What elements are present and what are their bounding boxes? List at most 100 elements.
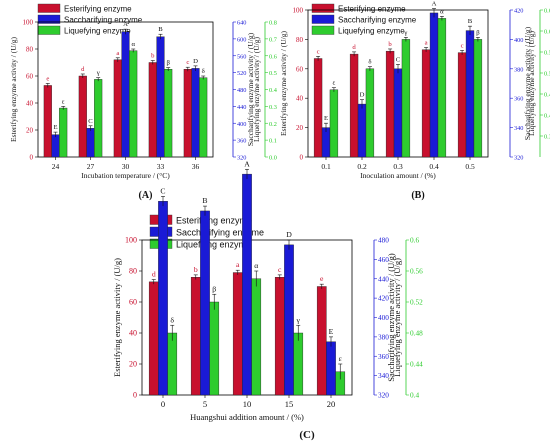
bar-saccharifying (158, 201, 168, 396)
significance-letter-liquefying: ε (333, 80, 336, 87)
significance-letter-saccharifying: E (329, 327, 334, 336)
legend-label-liquefying: Liquefying enzyme (64, 27, 131, 36)
right-tick-label: 0.0 (269, 155, 277, 162)
significance-letter-saccharifying: B (158, 26, 163, 33)
significance-letter-esterifying: d (352, 44, 356, 51)
legend-label-esterifying: Esterifying enzyme (176, 216, 252, 226)
significance-letter-liquefying: β (166, 60, 170, 67)
bar-liquefying (59, 107, 68, 158)
significance-letter-saccharifying: D (360, 92, 365, 99)
right-tick-label: 0.4 (410, 391, 419, 400)
y-axis-title-liquefying: Liquefying enzyme activity / (U/g) (252, 37, 261, 142)
significance-letter-liquefying: ε (339, 354, 342, 363)
left-tick-label: 60 (129, 298, 137, 307)
bar-liquefying (94, 79, 103, 158)
left-tick-label: 0 (30, 154, 34, 162)
bar-liquefying (167, 332, 178, 396)
x-tick-label: 0.1 (321, 162, 331, 171)
left-tick-label: 80 (26, 46, 34, 54)
left-tick-label: 40 (296, 95, 304, 103)
significance-letter-esterifying: b (194, 265, 198, 274)
x-tick-label: 30 (122, 162, 130, 171)
right-tick-label: 0.65 (544, 8, 550, 15)
mid-tick-label: 380 (514, 66, 523, 73)
bar-liquefying (199, 77, 208, 158)
significance-letter-saccharifying: C (396, 56, 401, 63)
bar-saccharifying (200, 210, 210, 396)
mid-tick-label: 520 (237, 70, 246, 77)
significance-letter-saccharifying: D (286, 230, 292, 239)
right-tick-label: 0.1 (269, 138, 277, 145)
bar-saccharifying (357, 103, 367, 158)
right-tick-label: 0.48 (410, 329, 423, 338)
x-tick-label: 0.2 (357, 162, 367, 171)
mid-tick-label: 360 (378, 352, 389, 361)
x-tick-label: 0 (161, 399, 165, 409)
left-tick-label: 0 (133, 391, 137, 400)
left-tick-label: 20 (296, 124, 304, 132)
legend-label-saccharifying: Saccharifying enzyme (64, 16, 143, 25)
right-tick-label: 0.4 (544, 113, 550, 120)
panel-label: (B) (411, 190, 424, 201)
bar-liquefying (473, 39, 483, 158)
significance-letter-esterifying: d (81, 66, 85, 73)
significance-letter-liquefying: α (254, 261, 258, 270)
x-tick-label: 0.3 (393, 162, 403, 171)
left-tick-label: 80 (129, 267, 137, 276)
mid-tick-label: 640 (237, 20, 246, 27)
significance-letter-saccharifying: C (88, 118, 93, 125)
significance-letter-liquefying: β (476, 29, 480, 36)
bar-esterifying (349, 53, 359, 158)
y-axis-title-saccharifying: Saccharifying enzyme activity / (U/g) (386, 253, 396, 382)
bar-esterifying (148, 281, 159, 396)
legend-label-esterifying: Esterifying enzyme (64, 5, 132, 14)
x-tick-label: 36 (192, 162, 200, 171)
mid-tick-label: 600 (237, 36, 246, 43)
bar-liquefying (164, 69, 173, 158)
right-tick-label: 0.3 (269, 104, 277, 111)
left-tick-label: 80 (296, 36, 304, 44)
x-tick-label: 33 (157, 162, 165, 171)
significance-letter-saccharifying: D (193, 58, 198, 65)
bar-esterifying (190, 277, 201, 396)
significance-letter-saccharifying: A (123, 21, 128, 28)
bar-liquefying (293, 332, 304, 396)
mid-tick-label: 320 (237, 155, 246, 162)
right-tick-label: 0.56 (410, 267, 423, 276)
significance-letter-saccharifying: E (53, 124, 57, 131)
right-tick-label: 0.52 (410, 298, 423, 307)
mid-tick-label: 360 (514, 96, 523, 103)
mid-tick-label: 340 (378, 371, 389, 380)
x-tick-label: 27 (87, 162, 95, 171)
significance-letter-liquefying: γ (296, 315, 301, 324)
significance-letter-esterifying: a (425, 39, 428, 46)
x-tick-label: 24 (52, 162, 60, 171)
legend-swatch-esterifying (311, 3, 335, 13)
legend-label-esterifying: Esterifying enzyme (338, 5, 406, 14)
right-tick-label: 0.45 (544, 92, 550, 99)
bar-liquefying (437, 18, 447, 158)
mid-tick-label: 320 (378, 391, 389, 400)
left-tick-label: 100 (125, 236, 137, 245)
legend-label-saccharifying: Saccharifying enzyme (338, 16, 417, 25)
mid-tick-label: 480 (378, 236, 389, 245)
bar-saccharifying (429, 12, 439, 158)
significance-letter-esterifying: b (151, 52, 155, 59)
y-axis-title-liquefying: Liquefying enzyme activity / (U/g) (527, 31, 536, 136)
y-axis-title-saccharifying: Saccharifying enzyme activity / (U/g) (523, 26, 532, 140)
right-tick-label: 0.44 (410, 360, 423, 369)
bar-esterifying (457, 52, 467, 158)
left-tick-label: 0 (300, 154, 304, 162)
bar-esterifying (113, 59, 122, 158)
bar-esterifying (274, 277, 285, 396)
mid-tick-label: 560 (237, 53, 246, 60)
significance-letter-esterifying: c (278, 265, 282, 274)
bar-esterifying (148, 62, 157, 158)
y-axis-title-esterifying: Esterifying enzyme activity / (U/g) (112, 258, 122, 377)
right-tick-label: 0.8 (269, 20, 277, 27)
significance-letter-liquefying: ε (62, 98, 65, 105)
right-tick-label: 0.5 (269, 70, 277, 77)
significance-letter-esterifying: b (388, 41, 392, 48)
significance-letter-esterifying: a (116, 50, 119, 57)
